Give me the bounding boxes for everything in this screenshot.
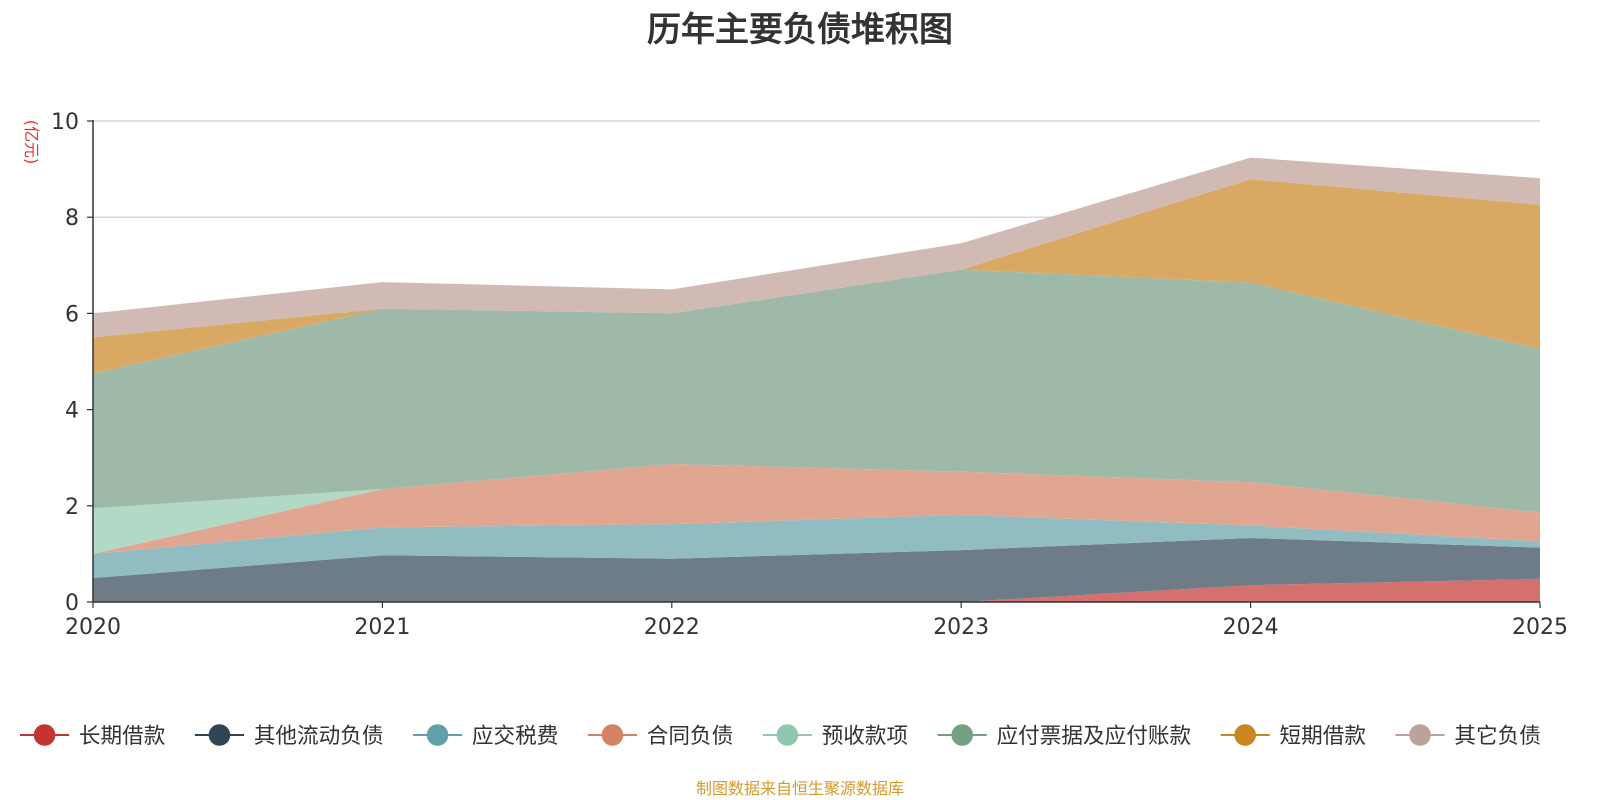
legend-item-3[interactable]: 应交税费 xyxy=(412,724,558,749)
legend-item-4[interactable]: 合同负债 xyxy=(587,724,733,749)
legend-label: 其他流动负债 xyxy=(254,724,384,749)
area-series-4[interactable] xyxy=(93,464,1540,554)
legend-circle-marker xyxy=(601,724,624,746)
x-tick-label: 2021 xyxy=(354,615,410,640)
axis-layer: 0 2 4 6 8 10 2020 2021 2022 2023 2024 2025 xyxy=(51,110,1568,640)
chart-title: 历年主要负债堆积图 xyxy=(647,10,953,50)
y-tick-label: 0 xyxy=(65,591,79,616)
area-layer xyxy=(93,157,1540,602)
area-series-6[interactable] xyxy=(93,269,1540,513)
y-tick-label: 4 xyxy=(65,399,79,424)
legend-item-1[interactable]: 长期借款 xyxy=(20,724,165,749)
y-tick-label: 6 xyxy=(65,302,79,327)
legend-item-7[interactable]: 短期借款 xyxy=(1220,724,1366,749)
x-tick-label: 2023 xyxy=(933,615,989,640)
legend-label: 应付票据及应付账款 xyxy=(997,724,1191,749)
y-tick-label: 2 xyxy=(65,495,79,520)
legend-item-8[interactable]: 其它负债 xyxy=(1395,724,1541,749)
area-series-2[interactable] xyxy=(93,538,1540,602)
x-tick-label: 2020 xyxy=(65,615,121,640)
legend-item-6[interactable]: 应付票据及应付账款 xyxy=(937,724,1191,749)
legend-label: 其它负债 xyxy=(1454,724,1540,749)
legend[interactable]: 长期借款 其他流动负债 应交税费 合同负债 预收款项 应付票据及应付账款 短期借款 其它负债 xyxy=(20,724,1541,749)
legend-label: 预收款项 xyxy=(822,724,908,749)
legend-circle-marker xyxy=(426,724,449,746)
legend-circle-marker xyxy=(33,724,56,746)
legend-label: 应交税费 xyxy=(472,724,558,749)
legend-item-2[interactable]: 其他流动负债 xyxy=(194,724,384,749)
area-series-1[interactable] xyxy=(93,578,1540,602)
legend-label: 合同负债 xyxy=(647,724,733,749)
y-tick-label: 10 xyxy=(51,110,79,135)
y-tick-label: 8 xyxy=(65,206,79,231)
legend-label: 短期借款 xyxy=(1280,724,1366,749)
x-tick-label: 2025 xyxy=(1512,615,1568,640)
legend-circle-marker xyxy=(208,724,231,746)
legend-circle-marker xyxy=(776,724,799,746)
legend-circle-marker xyxy=(1234,724,1256,746)
legend-label: 长期借款 xyxy=(79,724,165,749)
source-note: 制图数据来自恒生聚源数据库 xyxy=(695,779,904,798)
area-series-7[interactable] xyxy=(93,179,1540,374)
legend-circle-marker xyxy=(951,724,974,746)
area-series-8[interactable] xyxy=(93,157,1540,338)
legend-item-5[interactable]: 预收款项 xyxy=(762,724,908,749)
y-axis-unit-label: (亿元) xyxy=(22,120,41,165)
x-tick-label: 2024 xyxy=(1223,615,1279,640)
area-series-3[interactable] xyxy=(93,514,1540,578)
x-tick-label: 2022 xyxy=(644,615,700,640)
legend-circle-marker xyxy=(1409,724,1431,746)
